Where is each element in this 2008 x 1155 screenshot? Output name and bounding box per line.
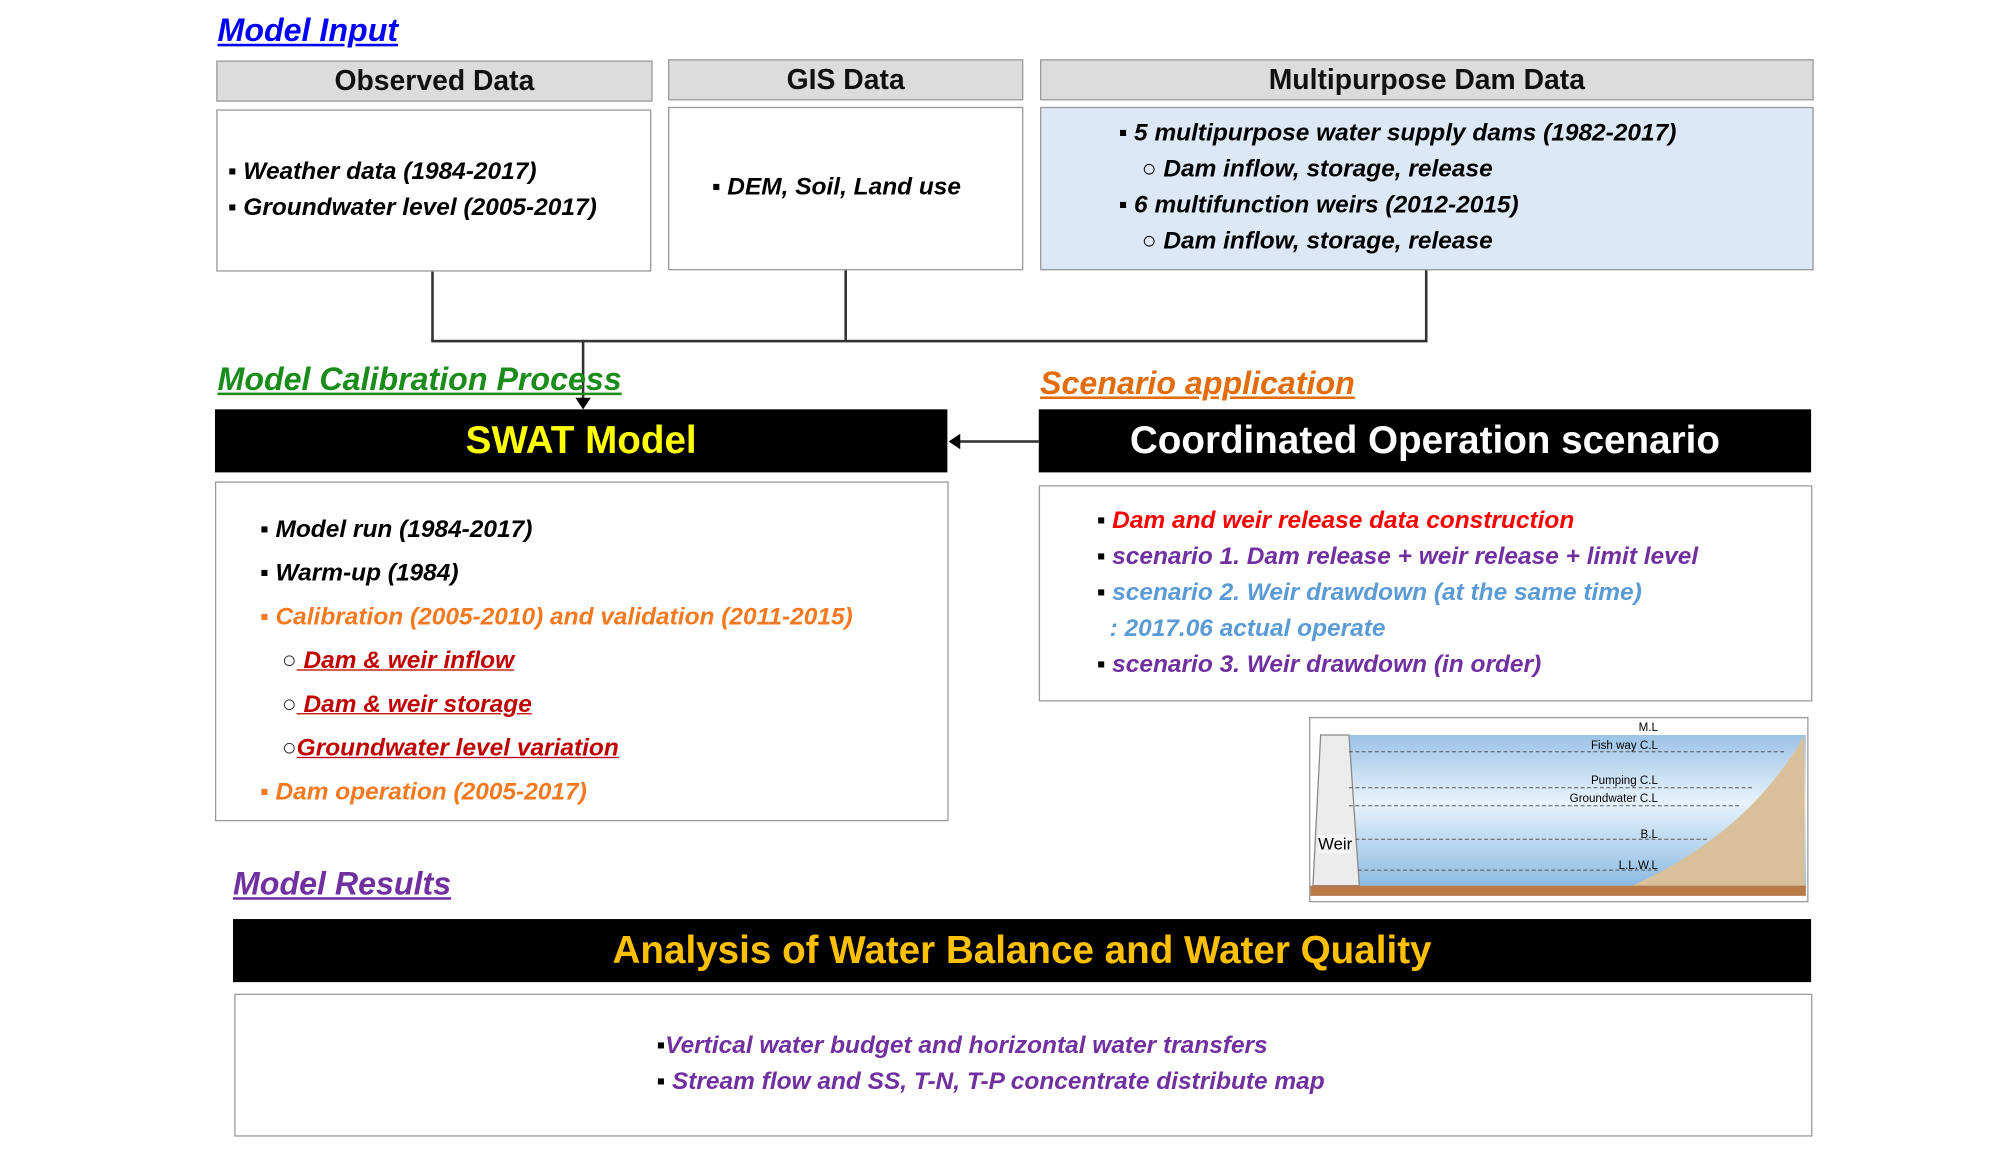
connector-line: [1424, 270, 1427, 342]
observed-data-box: ▪ Weather data (1984-2017) ▪ Groundwater…: [216, 109, 652, 272]
swat-details-box: ▪ Model run (1984-2017) ▪ Warm-up (1984)…: [214, 481, 949, 822]
list-item-note: : 2017.06 actual operate: [1109, 615, 1386, 643]
list-subitem: ○Groundwater level variation: [281, 734, 619, 763]
list-subitem: ○ Dam inflow, storage, release: [1141, 227, 1493, 255]
arrow-down-icon: [575, 397, 591, 410]
analysis-box: Analysis of Water Balance and Water Qual…: [232, 919, 1812, 983]
list-item: ▪ Weather data (1984-2017): [227, 158, 537, 186]
list-item: ▪ scenario 2. Weir drawdown (at the same…: [1096, 579, 1642, 607]
model-input-title: Model Input: [217, 12, 399, 49]
list-item: ▪ Model run (1984-2017): [260, 516, 533, 544]
results-title: Model Results: [232, 866, 452, 903]
list-item: ▪Vertical water budget and horizontal wa…: [656, 1032, 1268, 1060]
list-item: ▪ Dam and weir release data construction: [1096, 507, 1575, 535]
list-item: ▪ Warm-up (1984): [260, 559, 459, 587]
scenario-details-box: ▪ Dam and weir release data construction…: [1038, 485, 1813, 702]
list-item: ▪ DEM, Soil, Land use: [711, 173, 962, 201]
calibration-title: Model Calibration Process: [217, 361, 622, 398]
list-item: ▪ Calibration (2005-2010) and validation…: [260, 603, 853, 631]
gis-data-header: GIS Data: [668, 59, 1024, 101]
weir-label: Weir: [1318, 834, 1353, 854]
list-subitem: ○ Dam inflow, storage, release: [1141, 155, 1493, 183]
arrow-left-icon: [948, 433, 961, 450]
gis-data-box: ▪ DEM, Soil, Land use: [668, 106, 1024, 271]
list-item: ▪ scenario 1. Dam release + weir release…: [1096, 543, 1699, 571]
level-label: B.L: [1640, 827, 1658, 841]
results-details-box: ▪Vertical water budget and horizontal wa…: [234, 993, 1813, 1137]
connector-line: [431, 339, 1428, 342]
level-label: L.L.W.L: [1618, 858, 1658, 872]
level-label: Pumping C.L: [1590, 773, 1658, 787]
level-label: Fish way C.L: [1590, 738, 1658, 752]
list-item: ▪ Stream flow and SS, T-N, T-P concentra…: [656, 1068, 1325, 1096]
level-label: Groundwater C.L: [1569, 791, 1658, 805]
weir-diagram: Weir M.L Fish way C.L Pumping C.L Ground…: [1309, 716, 1809, 903]
dam-data-header: Multipurpose Dam Data: [1040, 59, 1814, 101]
list-subitem: ○ Dam & weir inflow: [281, 647, 515, 675]
list-item: ▪ scenario 3. Weir drawdown (in order): [1096, 651, 1542, 679]
level-label: M.L: [1638, 720, 1658, 734]
coordinated-operation-box: Coordinated Operation scenario: [1038, 409, 1812, 473]
scenario-title: Scenario application: [1040, 365, 1355, 402]
connector-line: [957, 440, 1039, 443]
swat-model-box: SWAT Model: [214, 409, 948, 473]
connector-line: [581, 339, 584, 402]
list-subitem: ○ Dam & weir storage: [281, 691, 532, 719]
list-item: ▪ 6 multifunction weirs (2012-2015): [1118, 191, 1519, 219]
weir-cross-section: [1310, 734, 1806, 896]
list-item: ▪ Groundwater level (2005-2017): [227, 194, 597, 222]
observed-data-header: Observed Data: [216, 60, 653, 102]
connector-line: [431, 271, 434, 342]
dam-data-box: ▪ 5 multipurpose water supply dams (1982…: [1040, 106, 1814, 271]
connector-line: [844, 270, 847, 342]
list-item: ▪ 5 multipurpose water supply dams (1982…: [1118, 119, 1677, 147]
list-item: ▪ Dam operation (2005-2017): [260, 778, 587, 806]
